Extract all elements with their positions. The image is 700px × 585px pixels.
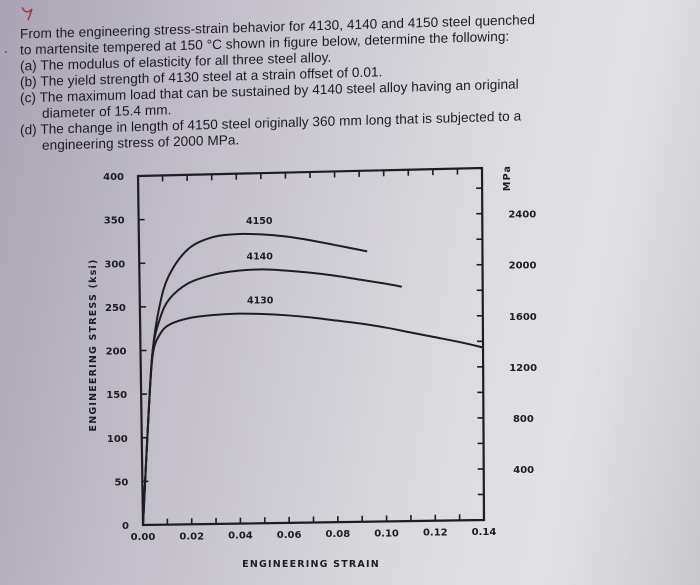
curve-label-4140: 4140 [246,252,273,263]
y2-tick-label: 400 [513,465,534,476]
y2-tick-label: 2000 [509,261,537,272]
x-tick-label: 0.14 [472,527,497,538]
curve-4150 [142,232,368,526]
x-tick-label: 0.04 [228,531,253,542]
y2-tick-label: 2400 [508,210,536,221]
curve-4130 [142,312,484,526]
y-tick-label: 50 [114,477,128,488]
y-tick-label: 400 [103,172,124,183]
y2-tick-label: 1600 [509,312,537,323]
chart-axes [136,166,486,527]
chart-labels: 0 50 100 150 200 250 300 350 400 400 800 1200 1600 20… [88,165,537,570]
y-tick-label: 150 [106,390,127,401]
pen-annotation-icon [21,7,33,21]
y2-tick-label: 800 [513,414,534,425]
y-axis-title: ENGINEERING STRESS (ksi) [88,258,99,431]
y-tick-label: 350 [104,216,125,227]
y2-axis-title: MPa [502,165,513,191]
y-tick-label: 300 [104,259,125,270]
curve-label-4130: 4130 [247,295,274,306]
curve-label-4150: 4150 [246,216,273,227]
x-tick-label: 0.00 [131,532,156,543]
y-tick-label: 200 [106,347,127,358]
y2-tick-label: 1200 [509,363,537,374]
x-axis-title: ENGINEERING STRAIN [242,559,380,570]
y-tick-label: 100 [107,434,128,445]
curve-4140 [142,268,402,526]
question-text: . From the engineering stress-strain beh… [0,0,700,172]
plot-frame [136,166,486,527]
x-tick-label: 0.02 [179,531,204,542]
x-tick-label: 0.12 [423,528,448,539]
y-tick-label: 250 [105,303,126,314]
chart-curves [142,232,484,526]
x-tick-label: 0.06 [277,530,302,541]
x-tick-label: 0.08 [326,529,351,540]
y-tick-label: 0 [122,521,129,532]
x-tick-label: 0.10 [374,528,399,539]
